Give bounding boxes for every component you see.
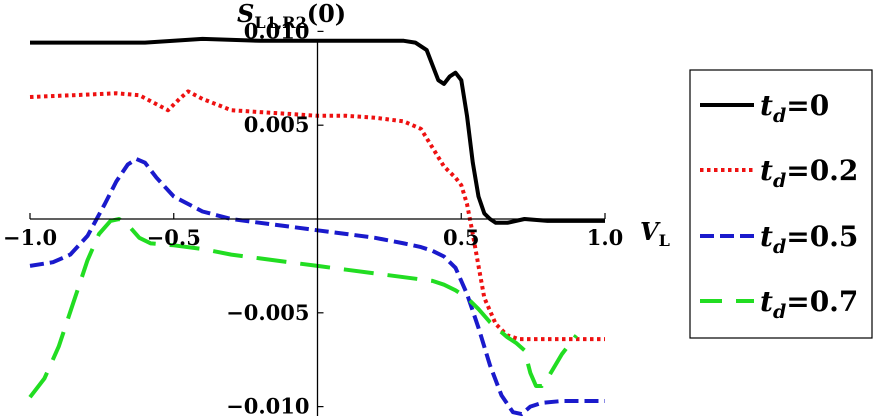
ticks: −1.0 −0.5 0.5 1.0 0.010 0.005 −0.005 −0.010: [3, 18, 623, 418]
legend-label-2: td=0.5: [760, 220, 858, 258]
legend-label-1: td=0.2: [760, 154, 858, 192]
legend-box: [689, 69, 873, 339]
y-tick-label: −0.005: [226, 300, 309, 325]
x-axis-label: VL: [640, 217, 670, 250]
x-axis-label-sub: L: [659, 231, 670, 250]
y-tick-label: 0.005: [244, 112, 310, 137]
series-line-0: [30, 36, 605, 225]
x-tick-label: 0.5: [443, 225, 480, 250]
y-axis-label: SL1,R2(0): [237, 0, 346, 32]
legend-label-3: td=0.7: [760, 285, 858, 323]
x-tick-label: −1.0: [3, 225, 57, 250]
legend-label-0: td=0: [760, 89, 829, 127]
x-tick-label: −0.5: [147, 225, 201, 250]
y-tick-label: 0.010: [244, 18, 310, 43]
y-axis-label-suffix: (0): [307, 0, 346, 28]
y-axis-label-sub: L1,R2: [254, 13, 306, 32]
y-tick-label: −0.010: [226, 394, 309, 419]
x-axis-label-main: V: [640, 217, 661, 246]
series-line-1: [29, 89, 605, 342]
plot-area: [28, 36, 605, 417]
series-line-2: [29, 157, 605, 417]
series-line-3: [28, 217, 578, 399]
y-axis-label-main: S: [237, 0, 254, 28]
legend: td=0 td=0.2 td=0.5 td=0.7: [689, 69, 873, 339]
x-tick-label: 1.0: [587, 225, 624, 250]
axes: [30, 40, 605, 416]
